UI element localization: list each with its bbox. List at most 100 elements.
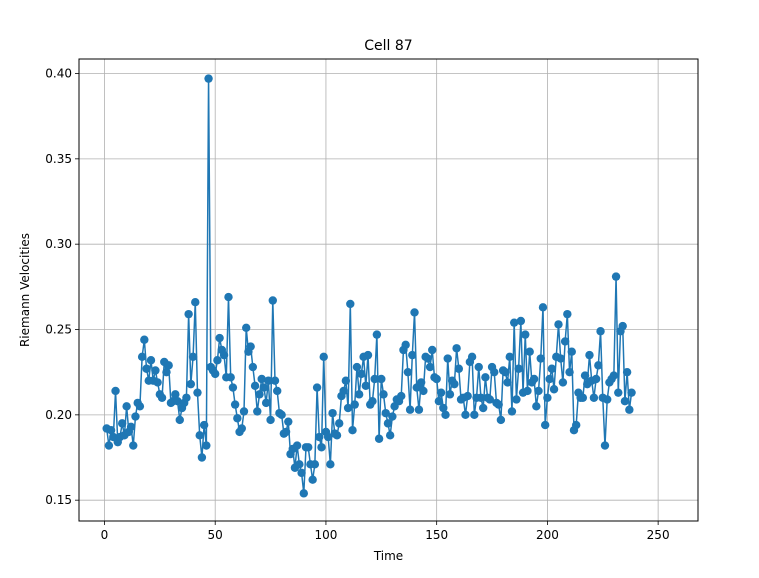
data-point <box>224 292 233 302</box>
data-point <box>335 419 344 428</box>
data-point <box>585 350 594 360</box>
data-point <box>549 385 559 394</box>
data-point <box>441 410 450 420</box>
data-point <box>237 424 246 433</box>
data-point <box>609 371 619 380</box>
data-point <box>268 296 277 305</box>
data-point <box>270 376 280 385</box>
data-point <box>509 318 519 327</box>
data-point <box>403 367 413 377</box>
data-point <box>317 443 326 452</box>
data-point <box>297 468 306 478</box>
data-point <box>603 395 612 404</box>
data-point <box>308 475 317 484</box>
data-point <box>428 345 437 355</box>
data-point <box>277 410 286 420</box>
y-axis-label: Riemann Velocities <box>18 233 32 347</box>
y-tick-label: 0.20 <box>45 408 72 422</box>
data-point <box>137 352 147 362</box>
data-point <box>188 352 198 362</box>
data-point <box>126 422 136 431</box>
x-tick-label: 200 <box>536 528 559 542</box>
data-point <box>199 420 209 430</box>
data-point <box>292 441 302 450</box>
data-point <box>182 393 191 402</box>
data-point <box>556 354 565 363</box>
data-point <box>202 441 211 450</box>
data-point <box>213 356 222 365</box>
data-point <box>476 393 486 402</box>
data-point <box>266 415 275 425</box>
data-point <box>529 374 539 384</box>
data-point <box>157 393 167 402</box>
data-point <box>370 374 379 384</box>
data-point <box>261 398 271 408</box>
data-point <box>304 443 313 452</box>
data-point <box>614 388 623 397</box>
y-tick-label: 0.15 <box>45 493 72 507</box>
data-point <box>503 378 512 387</box>
data-point <box>328 408 337 418</box>
data-point <box>410 308 419 317</box>
data-point <box>470 410 479 420</box>
data-point <box>255 390 264 399</box>
plot-area-frame <box>78 58 699 522</box>
data-point <box>372 330 382 339</box>
y-tick-label: 0.25 <box>45 323 72 337</box>
data-point <box>516 316 526 326</box>
data-points-layer <box>102 74 636 498</box>
data-point <box>578 393 588 402</box>
data-point <box>257 374 266 384</box>
data-point <box>405 405 415 414</box>
data-point <box>467 352 477 362</box>
data-point <box>505 352 514 362</box>
data-point <box>204 74 213 83</box>
series-line-layer <box>105 77 633 495</box>
data-point <box>146 356 156 365</box>
data-point <box>627 388 636 397</box>
data-point <box>343 403 353 413</box>
data-point <box>558 378 568 387</box>
data-point <box>543 393 552 402</box>
data-point <box>230 400 240 409</box>
data-point <box>215 333 224 343</box>
data-point <box>162 367 171 377</box>
data-point <box>536 354 545 363</box>
data-point <box>326 460 335 469</box>
data-point <box>534 386 543 396</box>
data-point <box>523 386 532 396</box>
data-point <box>135 402 145 411</box>
data-point <box>197 453 207 462</box>
data-point <box>525 347 534 356</box>
data-point <box>117 419 127 428</box>
data-point <box>361 381 370 391</box>
data-point <box>463 391 472 401</box>
data-point <box>625 405 634 414</box>
data-point <box>618 321 627 331</box>
data-point <box>388 412 397 421</box>
data-point <box>153 378 162 387</box>
data-point <box>512 395 521 404</box>
data-point <box>450 379 459 389</box>
data-point <box>432 374 441 384</box>
data-point <box>554 320 563 329</box>
data-point <box>164 361 173 370</box>
axis-ticks: 0 50 100 150 200 250 0.15 0.20 0.25 0.30 0.35 0.40 <box>45 67 669 542</box>
y-tick-label: 0.35 <box>45 152 72 166</box>
data-point <box>567 347 576 356</box>
data-point <box>600 441 610 450</box>
data-point <box>332 431 342 440</box>
data-point <box>357 369 366 379</box>
data-point <box>348 426 357 435</box>
data-point <box>379 390 388 399</box>
data-point <box>461 410 470 420</box>
data-point <box>191 298 200 307</box>
data-point <box>401 340 410 350</box>
data-point <box>310 460 320 469</box>
data-point <box>248 362 258 372</box>
data-point <box>560 337 570 346</box>
data-point <box>253 407 262 416</box>
data-point <box>151 366 160 375</box>
data-point <box>323 432 333 442</box>
data-point <box>281 427 291 437</box>
